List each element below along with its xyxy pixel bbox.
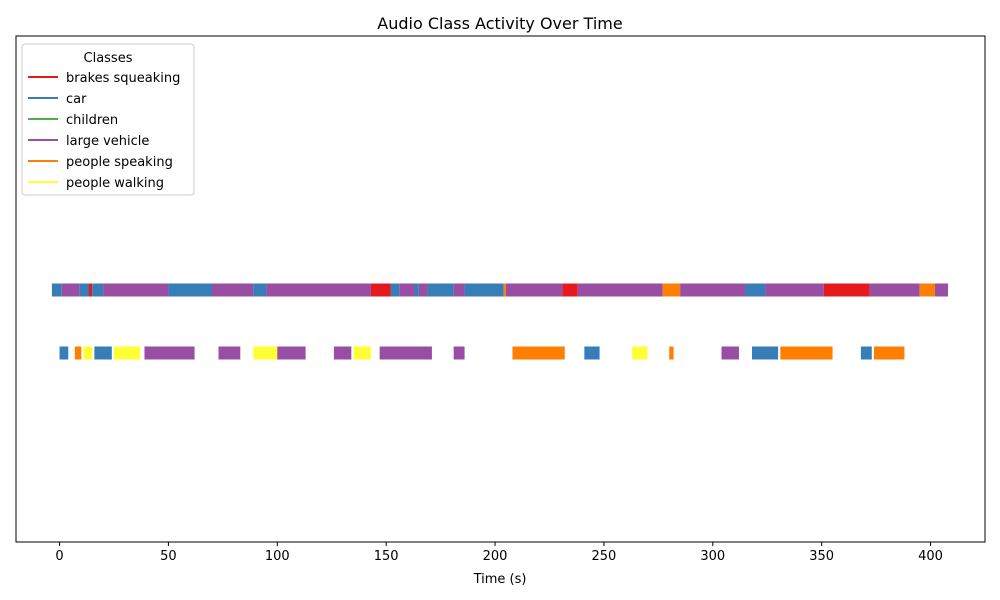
x-tick-label-2: 100 (265, 549, 290, 564)
segment-row1-17 (464, 283, 504, 297)
segment-row2-5 (144, 346, 195, 360)
legend: Classes brakes squeaking car children large… (21, 43, 195, 196)
segment-row1-16 (453, 283, 465, 297)
segment-row2-14 (584, 346, 600, 360)
segment-row1-28 (919, 283, 935, 297)
segment-row1-2 (79, 283, 91, 297)
legend-label-2: children (66, 113, 118, 128)
x-tick-label-5: 250 (592, 549, 617, 564)
segment-row2-6 (218, 346, 241, 360)
segment-row2-9 (333, 346, 352, 360)
legend-label-4: people speaking (66, 155, 173, 170)
segment-row2-10 (353, 346, 371, 360)
x-tick-label-3: 150 (374, 549, 399, 564)
segment-row1-9 (266, 283, 371, 297)
segment-row1-24 (745, 283, 766, 297)
segment-row2-17 (721, 346, 739, 360)
segment-row1-18 (503, 283, 506, 297)
x-tick-label-4: 200 (483, 549, 508, 564)
segment-row1-13 (414, 283, 419, 297)
segment-row1-4 (92, 283, 104, 297)
segment-row2-8 (277, 346, 306, 360)
segment-row1-26 (823, 283, 870, 297)
x-tick-label-8: 400 (918, 549, 943, 564)
segment-row1-7 (211, 283, 254, 297)
segment-row2-20 (860, 346, 872, 360)
x-tick-label-1: 50 (160, 549, 177, 564)
segment-row2-2 (83, 346, 93, 360)
legend-label-1: car (66, 92, 87, 107)
x-tick-label-6: 300 (700, 549, 725, 564)
x-axis-label: Time (s) (473, 572, 527, 587)
segment-row1-10 (370, 283, 391, 297)
segment-row1-0 (51, 283, 62, 297)
chart-title: Audio Class Activity Over Time (377, 14, 622, 33)
x-tick-label-0: 0 (55, 549, 63, 564)
segment-row1-20 (562, 283, 578, 297)
segment-row1-25 (765, 283, 824, 297)
legend-label-5: people walking (66, 176, 164, 191)
segment-row1-19 (505, 283, 563, 297)
segment-row1-12 (399, 283, 415, 297)
segment-row1-1 (61, 283, 80, 297)
segment-row1-15 (427, 283, 454, 297)
segment-row2-15 (632, 346, 648, 360)
x-axis: 0 50 100 150 200 250 300 350 400 (55, 542, 943, 564)
segment-row2-3 (94, 346, 112, 360)
segment-row1-29 (934, 283, 948, 297)
segment-row1-27 (869, 283, 920, 297)
segment-row1-23 (680, 283, 746, 297)
segment-row1-8 (253, 283, 267, 297)
legend-entries: brakes squeaking car children large vehicle… (28, 71, 180, 191)
segment-row2-13 (512, 346, 565, 360)
legend-frame (21, 43, 195, 196)
x-tick-label-7: 350 (809, 549, 834, 564)
segment-row2-12 (453, 346, 465, 360)
segment-row2-11 (379, 346, 432, 360)
segment-row2-19 (780, 346, 833, 360)
segment-row1-5 (103, 283, 169, 297)
segment-row1-21 (577, 283, 663, 297)
segment-row2-0 (59, 346, 69, 360)
segment-row1-14 (418, 283, 428, 297)
segment-row2-1 (74, 346, 82, 360)
legend-label-3: large vehicle (66, 134, 149, 149)
segment-row2-16 (669, 346, 674, 360)
segment-row2-4 (113, 346, 141, 360)
legend-label-0: brakes squeaking (66, 71, 180, 86)
segment-row1-3 (88, 283, 93, 297)
segment-row2-21 (873, 346, 905, 360)
segments-layer (51, 283, 948, 360)
segment-row1-6 (168, 283, 212, 297)
segment-row1-11 (390, 283, 400, 297)
plot-frame (15, 35, 986, 543)
segment-row1-22 (662, 283, 681, 297)
segment-row2-7 (253, 346, 278, 360)
segment-row2-18 (752, 346, 779, 360)
legend-title: Classes (84, 51, 133, 66)
